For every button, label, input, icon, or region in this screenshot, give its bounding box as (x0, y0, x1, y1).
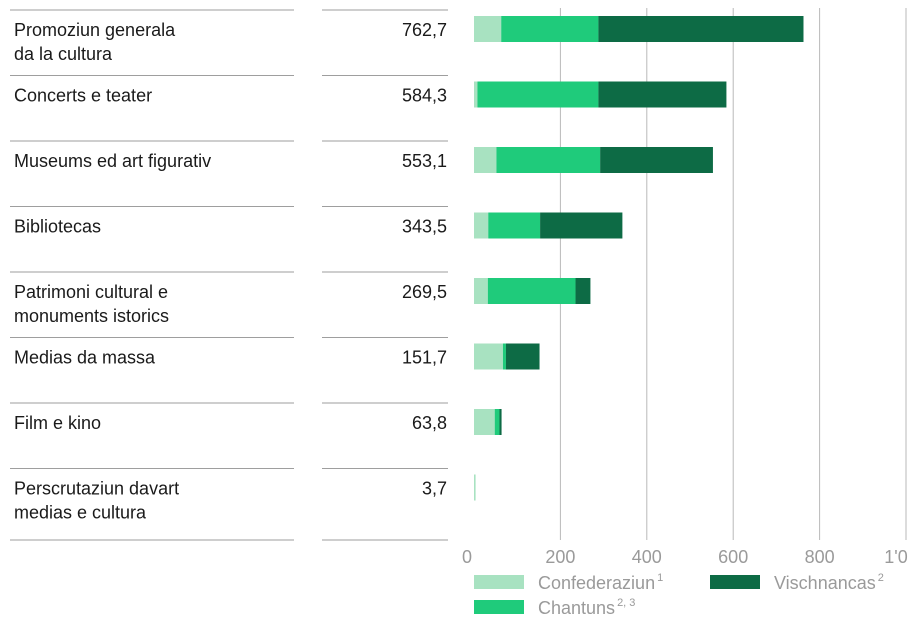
bar-chantuns (487, 278, 576, 304)
category-label: Museums ed art figurativ (14, 151, 211, 171)
bar-vischnancas (598, 16, 804, 42)
bar-confederaziun (474, 16, 502, 42)
category-label-line: Museums ed art figurativ (14, 151, 211, 171)
legend-swatch (710, 575, 760, 589)
category-label: Perscrutaziun davart medias e cultura (14, 479, 179, 523)
x-tick-label: 1'000 (884, 547, 908, 567)
x-tick-label: 400 (632, 547, 662, 567)
category-label: Bibliotecas (14, 217, 101, 237)
bar-vischnancas (598, 81, 727, 108)
bar-confederaziun (474, 343, 503, 370)
bar-vischnancas (575, 278, 591, 304)
category-label: Promoziun generala da la cultura (14, 20, 176, 64)
bar-confederaziun (474, 278, 488, 304)
legend-superscript: 1 (657, 572, 663, 584)
legend-label: Chantuns 2, 3 (538, 597, 635, 618)
total-value: 343,5 (402, 217, 447, 237)
total-value: 584,3 (402, 86, 447, 106)
bar-confederaziun (474, 212, 489, 239)
bar-confederaziun (474, 81, 478, 108)
category-label-line: Promoziun generala (14, 20, 176, 40)
category-label-line: Perscrutaziun davart (14, 479, 179, 499)
bar-vischnancas (499, 409, 502, 435)
category-label-line: monuments istorics (14, 306, 169, 326)
category-label-line: Bibliotecas (14, 217, 101, 237)
legend-superscript: 2, 3 (617, 597, 635, 609)
category-label-line: Patrimoni cultural e (14, 282, 168, 302)
category-label-line: da la cultura (14, 44, 113, 64)
x-tick-label: 600 (718, 547, 748, 567)
bar-vischnancas (600, 147, 713, 173)
legend-swatch (474, 600, 524, 614)
total-value: 3,7 (422, 479, 447, 499)
category-label-line: medias e cultura (14, 503, 147, 523)
bar-chantuns (494, 409, 500, 435)
bar-chantuns (502, 343, 506, 370)
legend-swatch (474, 575, 524, 589)
category-label: Concerts e teater (14, 86, 152, 106)
bar-confederaziun (474, 409, 495, 435)
bar-confederaziun (474, 147, 497, 173)
bar-chantuns (477, 81, 599, 108)
category-label: Patrimoni cultural e monuments istorics (14, 282, 169, 326)
category-label: Medias da massa (14, 348, 156, 368)
total-value: 63,8 (412, 413, 447, 433)
bar-chantuns (496, 147, 601, 173)
x-tick-label: 200 (545, 547, 575, 567)
bar-chantuns (501, 16, 599, 42)
category-label-line: Concerts e teater (14, 86, 152, 106)
total-value: 553,1 (402, 151, 447, 171)
legend-label: Vischnancas 2 (774, 572, 884, 593)
x-tick-label: 800 (805, 547, 835, 567)
bar-chantuns (488, 212, 541, 239)
category-label: Film e kino (14, 413, 101, 433)
bar-confederaziun (474, 474, 476, 501)
x-tick-label: 0 (462, 547, 472, 567)
legend-superscript: 2 (878, 572, 884, 584)
total-value: 762,7 (402, 20, 447, 40)
total-value: 269,5 (402, 282, 447, 302)
bar-vischnancas (505, 343, 540, 370)
bar-vischnancas (540, 212, 623, 239)
legend-label: Confederaziun 1 (538, 572, 663, 593)
total-value: 151,7 (402, 348, 447, 368)
category-label-line: Film e kino (14, 413, 101, 433)
category-label-line: Medias da massa (14, 348, 156, 368)
